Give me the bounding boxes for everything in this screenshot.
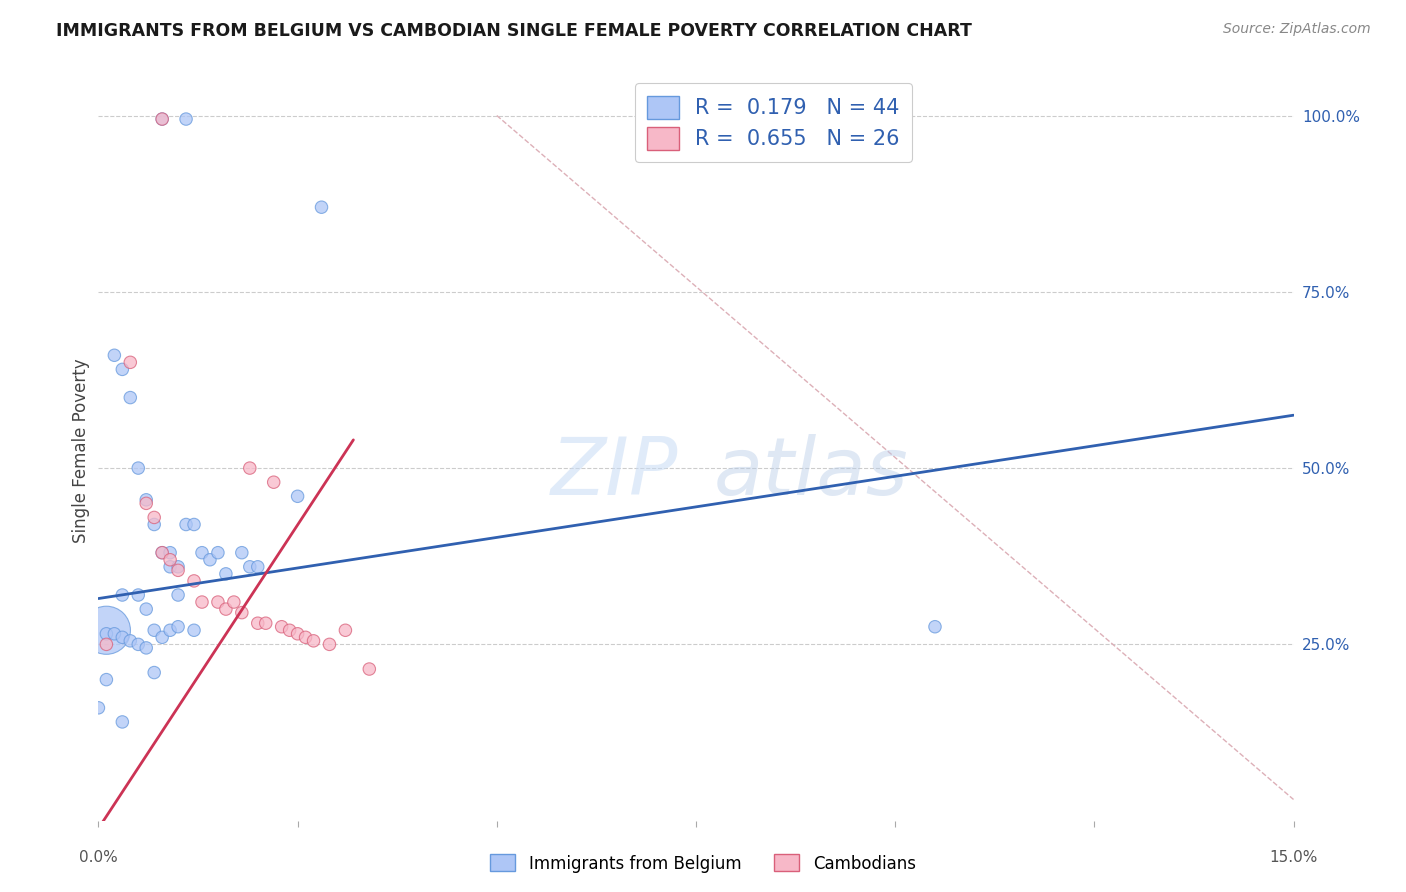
Point: [127, 588, 149, 602]
Text: 0.0%: 0.0%: [79, 850, 118, 865]
Point: [183, 624, 205, 638]
Point: [191, 546, 214, 560]
Point: [103, 348, 125, 362]
Point: [246, 559, 269, 574]
Text: atlas: atlas: [714, 434, 908, 512]
Legend: Immigrants from Belgium, Cambodians: Immigrants from Belgium, Cambodians: [484, 847, 922, 880]
Point: [111, 630, 134, 644]
Point: [96, 637, 118, 651]
Point: [150, 546, 173, 560]
Point: [215, 566, 238, 581]
Point: [127, 637, 149, 651]
Point: [167, 559, 190, 574]
Point: [120, 391, 142, 405]
Point: [246, 616, 269, 631]
Point: [127, 461, 149, 475]
Point: [231, 546, 253, 560]
Point: [103, 627, 125, 641]
Point: [335, 624, 357, 638]
Text: 15.0%: 15.0%: [1270, 850, 1317, 865]
Point: [143, 624, 166, 638]
Point: [120, 355, 142, 369]
Point: [318, 637, 340, 651]
Point: [111, 362, 134, 376]
Point: [96, 673, 118, 687]
Text: ZIP: ZIP: [551, 434, 678, 512]
Point: [96, 624, 118, 638]
Point: [302, 633, 325, 648]
Point: [135, 492, 157, 507]
Point: [135, 496, 157, 510]
Point: [215, 602, 238, 616]
Point: [111, 714, 134, 729]
Point: [191, 595, 214, 609]
Point: [135, 640, 157, 655]
Point: [87, 701, 110, 715]
Legend: R =  0.179   N = 44, R =  0.655   N = 26: R = 0.179 N = 44, R = 0.655 N = 26: [636, 83, 912, 162]
Point: [198, 553, 221, 567]
Point: [120, 633, 142, 648]
Y-axis label: Single Female Poverty: Single Female Poverty: [72, 359, 90, 542]
Point: [135, 602, 157, 616]
Point: [222, 595, 245, 609]
Point: [174, 517, 197, 532]
Point: [231, 606, 253, 620]
Point: [207, 546, 229, 560]
Point: [278, 624, 301, 638]
Point: [167, 563, 190, 577]
Point: [359, 662, 381, 676]
Point: [143, 517, 166, 532]
Point: [150, 112, 173, 126]
Point: [111, 588, 134, 602]
Point: [294, 630, 316, 644]
Point: [270, 620, 292, 634]
Point: [924, 620, 946, 634]
Point: [150, 630, 173, 644]
Point: [159, 546, 181, 560]
Point: [150, 112, 173, 126]
Point: [167, 620, 190, 634]
Point: [143, 665, 166, 680]
Point: [287, 489, 309, 503]
Point: [143, 510, 166, 524]
Point: [287, 627, 309, 641]
Point: [150, 546, 173, 560]
Point: [239, 461, 262, 475]
Text: Source: ZipAtlas.com: Source: ZipAtlas.com: [1223, 22, 1371, 37]
Point: [183, 517, 205, 532]
Point: [159, 553, 181, 567]
Point: [96, 627, 118, 641]
Point: [183, 574, 205, 588]
Point: [263, 475, 285, 490]
Point: [159, 624, 181, 638]
Point: [167, 588, 190, 602]
Point: [239, 559, 262, 574]
Point: [254, 616, 277, 631]
Point: [207, 595, 229, 609]
Point: [311, 200, 333, 214]
Point: [159, 559, 181, 574]
Point: [174, 112, 197, 126]
Text: IMMIGRANTS FROM BELGIUM VS CAMBODIAN SINGLE FEMALE POVERTY CORRELATION CHART: IMMIGRANTS FROM BELGIUM VS CAMBODIAN SIN…: [56, 22, 972, 40]
